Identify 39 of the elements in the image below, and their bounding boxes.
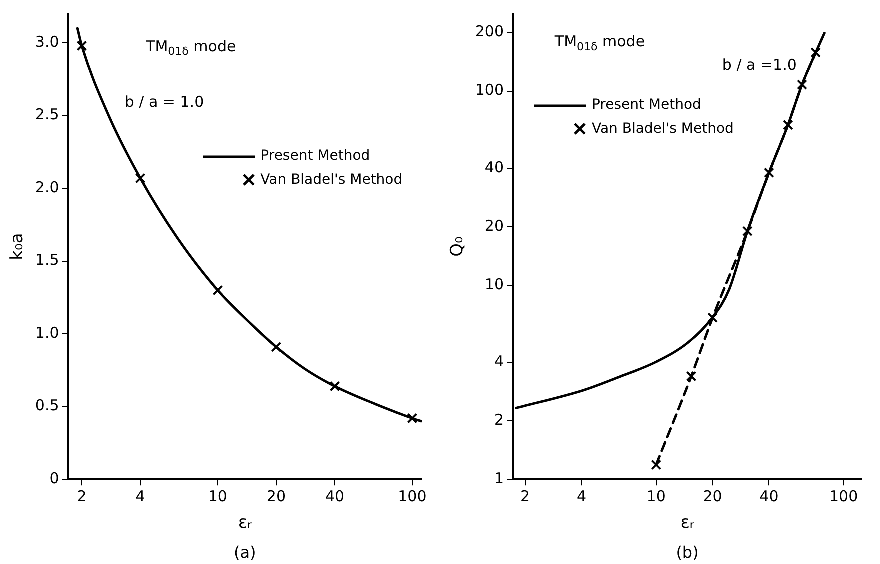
x-axis-title: εᵣ xyxy=(238,513,253,534)
y-tick-label: 2.0 xyxy=(35,178,60,196)
x-tick-label: 40 xyxy=(760,487,779,506)
y-tick-label: 100 xyxy=(475,81,504,100)
x-tick-label: 100 xyxy=(398,487,427,506)
y-tick-label: 0.5 xyxy=(35,396,60,415)
text: (b) xyxy=(676,543,699,562)
y-tick-label: 10 xyxy=(484,275,504,294)
y-tick-label: 20 xyxy=(484,216,504,235)
legend-label: Van Bladel's Method xyxy=(592,121,734,138)
x-tick-label: 4 xyxy=(136,487,146,506)
x-tick-label: 20 xyxy=(703,487,722,506)
y-axis-title: Q₀ xyxy=(448,236,468,257)
annotation: b / a =1.0 xyxy=(722,56,797,74)
annotation: b / a = 1.0 xyxy=(124,93,204,112)
legend-label: Present Method xyxy=(592,97,702,114)
y-tick-label: 0 xyxy=(50,469,60,488)
y-tick-label: 40 xyxy=(484,158,504,176)
x-tick-label: 2 xyxy=(520,487,530,506)
y-tick-label: 200 xyxy=(475,22,504,41)
y-axis-title: k₀a xyxy=(8,233,28,260)
x-tick-label: 10 xyxy=(646,487,666,506)
y-tick-label: 2 xyxy=(494,411,504,430)
y-tick-label: 1 xyxy=(494,469,504,488)
legend-label: Van Bladel's Method xyxy=(260,172,403,188)
x-tick-label: 100 xyxy=(830,487,858,506)
x-tick-label: 20 xyxy=(266,487,286,506)
y-tick-label: 1.5 xyxy=(35,251,60,270)
y-tick-label: 1.0 xyxy=(35,324,60,342)
text: (a) xyxy=(234,543,256,562)
x-tick-label: 2 xyxy=(77,487,87,506)
y-tick-label: 3.0 xyxy=(35,32,60,51)
x-axis-title: εᵣ xyxy=(680,513,695,534)
legend-label: Present Method xyxy=(260,148,370,164)
x-tick-label: 4 xyxy=(576,487,587,506)
y-tick-label: 4 xyxy=(494,352,504,371)
x-tick-label: 40 xyxy=(325,487,345,506)
x-tick-label: 10 xyxy=(208,487,228,506)
y-tick-label: 2.5 xyxy=(35,106,60,124)
